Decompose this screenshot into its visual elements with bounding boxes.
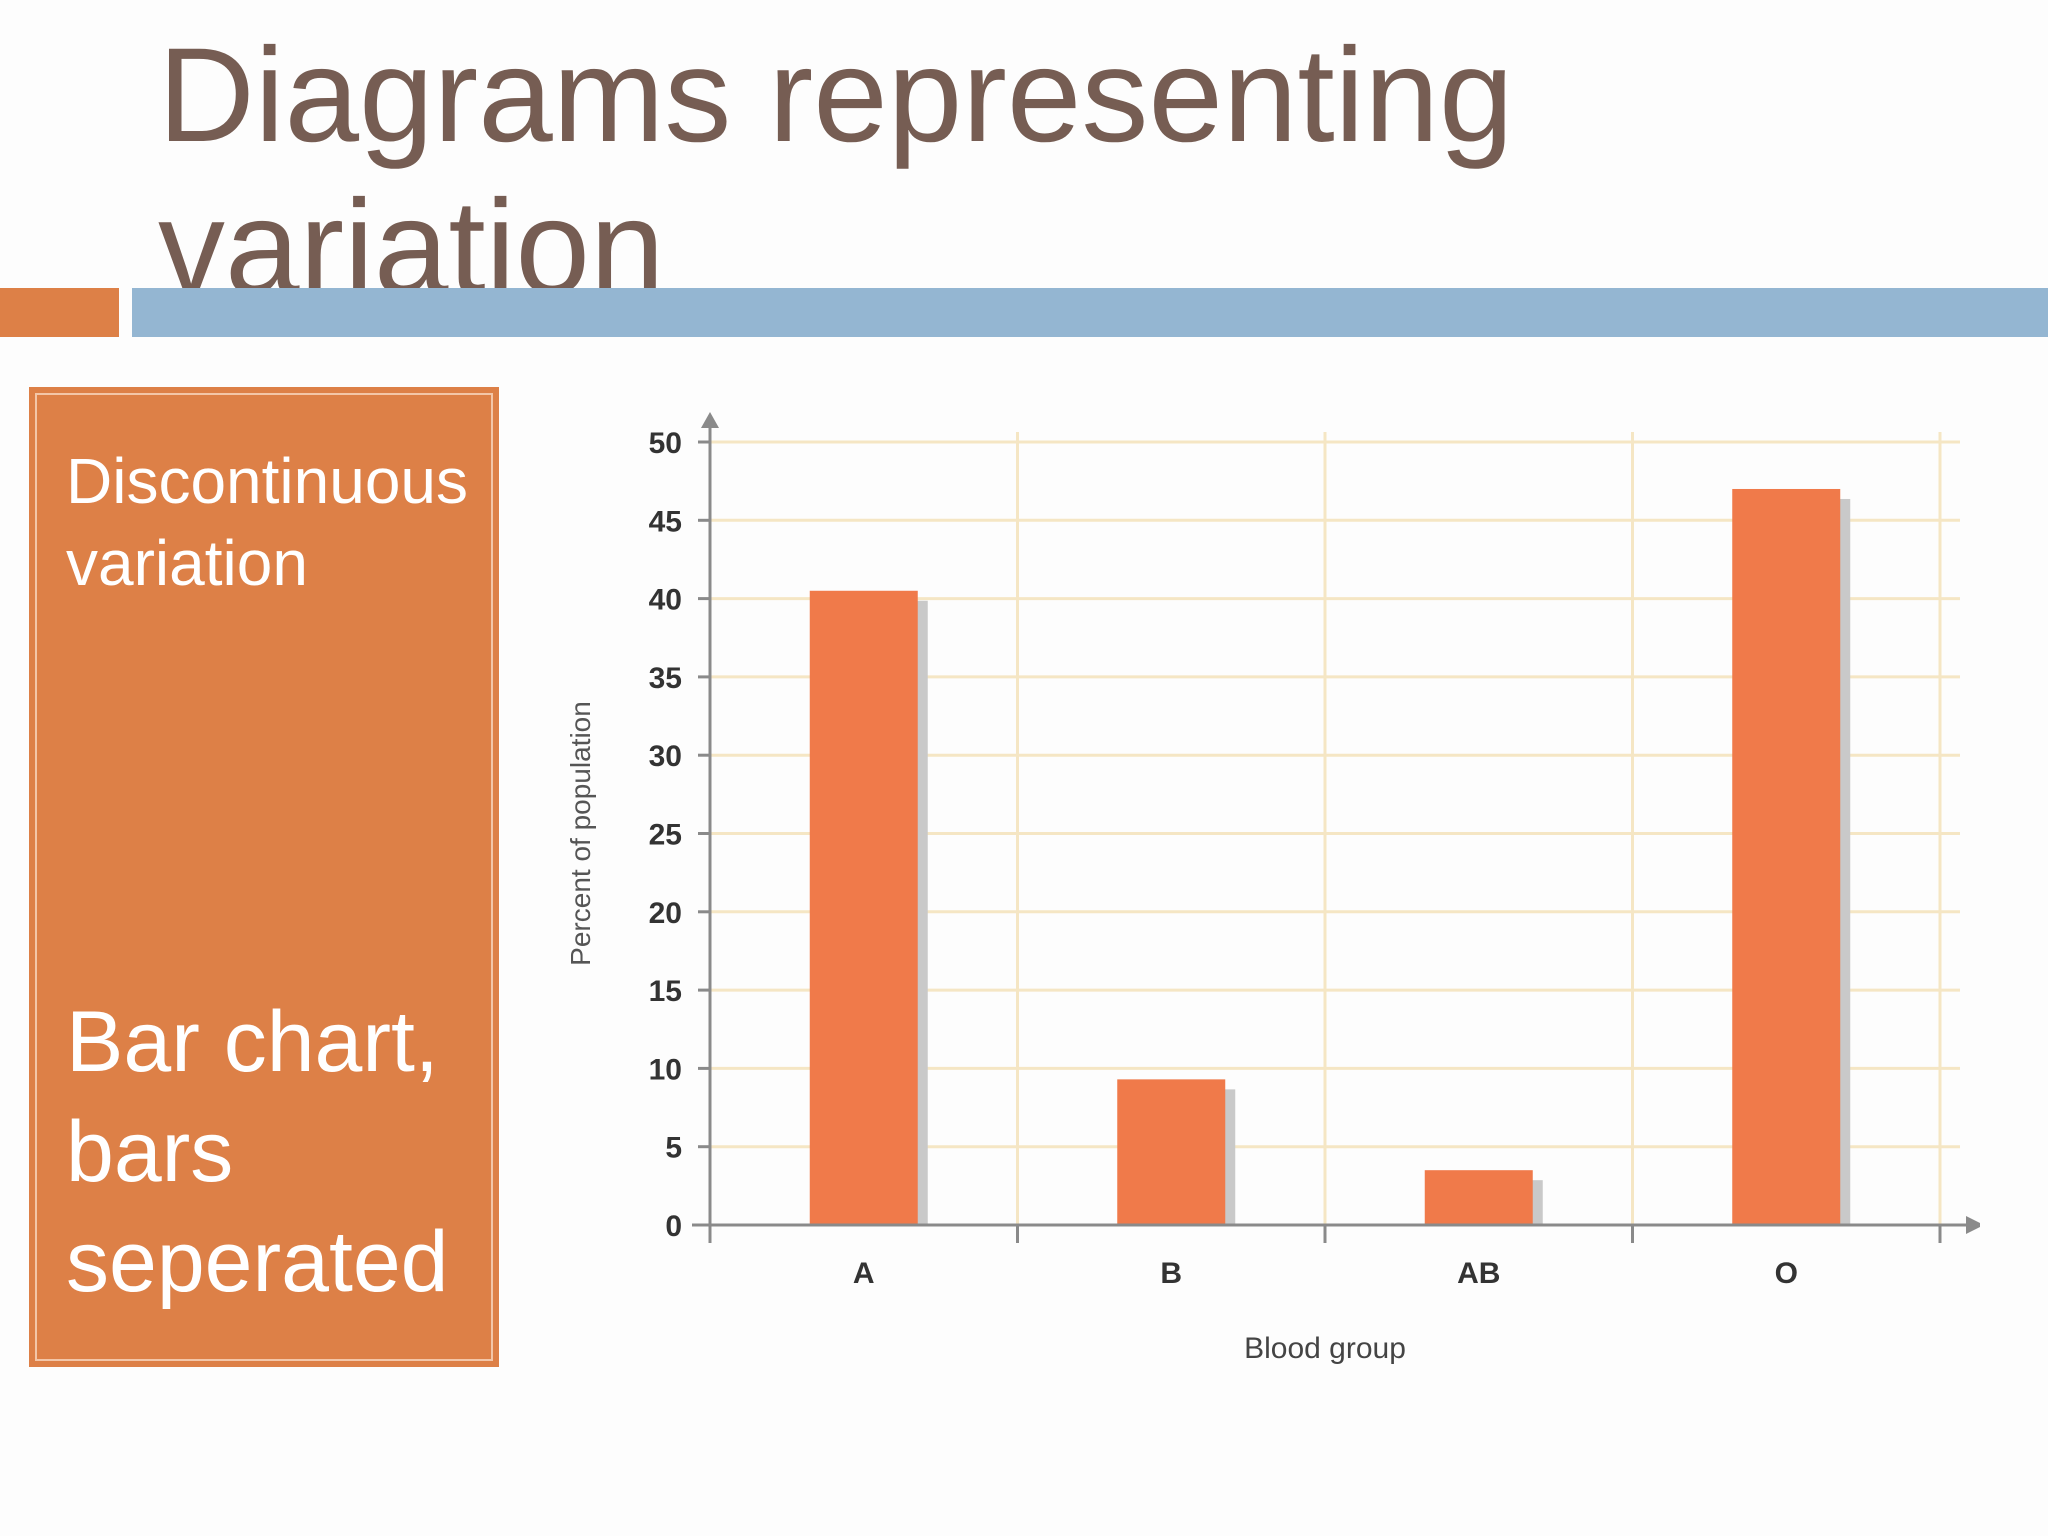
y-tick-label: 20 bbox=[649, 897, 682, 930]
text-panel-border bbox=[35, 393, 493, 1361]
y-axis-label: Percent of population bbox=[565, 701, 596, 966]
panel-heading: Discontinuous variation bbox=[66, 445, 468, 599]
bar-ab bbox=[1424, 1170, 1533, 1225]
bar-b bbox=[1117, 1079, 1226, 1225]
bar-o bbox=[1732, 488, 1841, 1226]
text-panel bbox=[29, 387, 499, 1367]
y-tick-label: 25 bbox=[649, 819, 682, 852]
x-tick-label: B bbox=[1160, 1257, 1182, 1290]
y-tick-label: 40 bbox=[649, 584, 682, 617]
y-axis-arrow bbox=[701, 412, 719, 428]
x-tick-label: O bbox=[1775, 1257, 1798, 1290]
y-tick-label: 45 bbox=[649, 505, 682, 538]
y-tick-label: 15 bbox=[649, 975, 682, 1008]
x-tick-label: AB bbox=[1457, 1257, 1500, 1290]
y-tick-label: 50 bbox=[649, 427, 682, 460]
bar-a bbox=[809, 590, 918, 1225]
slide-title: Diagrams representing variation bbox=[158, 21, 1514, 322]
y-tick-label: 0 bbox=[665, 1210, 682, 1243]
x-axis-label: Blood group bbox=[1244, 1332, 1406, 1365]
x-axis-arrow bbox=[1966, 1216, 1980, 1234]
y-tick-label: 35 bbox=[649, 662, 682, 695]
y-tick-label: 30 bbox=[649, 740, 682, 773]
title-accent-orange bbox=[0, 288, 119, 337]
y-tick-label: 5 bbox=[665, 1132, 682, 1165]
y-tick-label: 10 bbox=[649, 1053, 682, 1086]
title-accent-blue bbox=[132, 288, 2048, 337]
x-tick-label: A bbox=[853, 1257, 875, 1290]
panel-body: Bar chart, bars seperated bbox=[66, 994, 449, 1310]
